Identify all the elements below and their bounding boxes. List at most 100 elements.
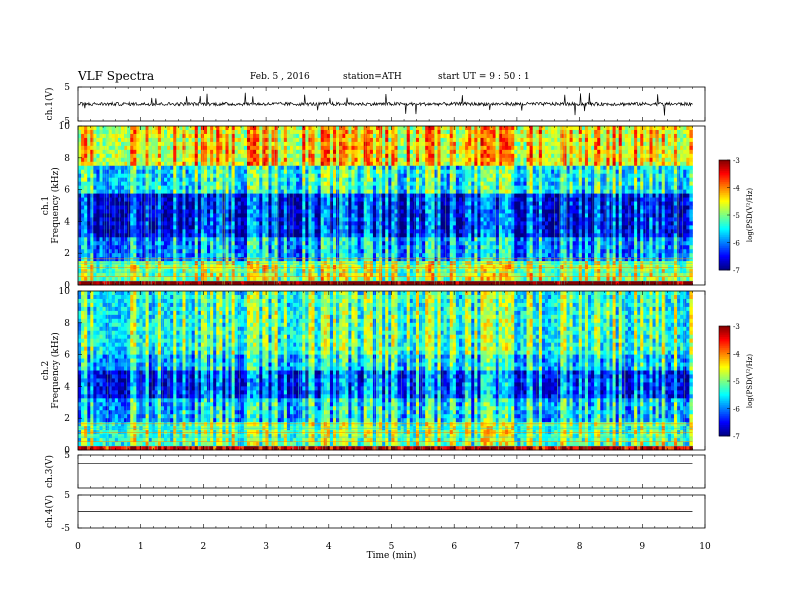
- spectrogram-cell: [167, 245, 171, 250]
- spectrogram-cell: [179, 269, 183, 274]
- spectrogram-cell: [179, 149, 183, 155]
- spectrogram-cell: [151, 165, 156, 171]
- spectrogram-cell: [207, 137, 211, 143]
- spectrogram-cell: [139, 149, 143, 155]
- spectrogram-cell: [142, 209, 146, 214]
- spectrogram-cell: [237, 193, 242, 198]
- spectrogram-cell: [452, 217, 457, 222]
- spectrogram-cell: [121, 245, 125, 250]
- spectrogram-cell: [283, 145, 288, 151]
- spectrogram-cell: [111, 197, 116, 202]
- spectrogram-cell: [154, 145, 159, 151]
- spectrogram-cell: [90, 129, 94, 135]
- spectrogram-cell: [357, 193, 362, 198]
- spectrogram-cell: [428, 133, 432, 139]
- spectrogram-cell: [87, 221, 91, 226]
- spectrogram-cell: [108, 181, 113, 187]
- spectrogram-cell: [228, 149, 233, 155]
- spectrogram-cell: [385, 209, 389, 214]
- spectrogram-cell: [96, 273, 100, 278]
- spectrogram-cell: [179, 185, 183, 191]
- spectrogram-cell: [81, 169, 85, 175]
- spectrogram-cell: [185, 229, 189, 234]
- spectrogram-cell: [391, 185, 395, 191]
- spectrogram-cell: [185, 177, 189, 183]
- spectrogram-cell: [157, 137, 162, 143]
- spectrogram-cell: [277, 281, 282, 286]
- spectrogram-cell: [133, 161, 137, 167]
- spectrogram-cell: [231, 177, 236, 183]
- spectrogram-cell: [170, 269, 174, 274]
- spectrogram-cell: [250, 245, 254, 250]
- spectrogram-cell: [78, 161, 82, 167]
- spectrogram-cell: [280, 249, 285, 254]
- spectrogram-cell: [194, 129, 199, 135]
- spectrogram-cell: [333, 161, 337, 167]
- spectrogram-cell: [342, 253, 346, 258]
- spectrogram-cell: [382, 157, 386, 163]
- spectrogram-cell: [96, 205, 100, 210]
- spectrogram-cell: [289, 161, 294, 167]
- spectrogram-cell: [280, 201, 285, 206]
- spectrogram-cell: [84, 281, 88, 286]
- spectrogram-cell: [351, 181, 355, 187]
- spectrogram-cell: [216, 241, 220, 246]
- spectrogram-cell: [400, 237, 405, 242]
- spectrogram-cell: [148, 165, 153, 171]
- spectrogram-cell: [262, 129, 266, 135]
- spectrogram-cell: [431, 181, 435, 187]
- spectrogram-cell: [329, 169, 334, 175]
- spectrogram-cell: [170, 137, 174, 143]
- spectrogram-cell: [302, 197, 306, 202]
- spectrogram-cell: [366, 129, 371, 135]
- spectrogram-cell: [225, 141, 229, 147]
- spectrogram-cell: [342, 245, 346, 250]
- spectrogram-cell: [148, 277, 153, 282]
- spectrogram-cell: [369, 281, 374, 286]
- spectrogram-cell: [142, 181, 146, 187]
- spectrogram-cell: [283, 237, 288, 242]
- spectrogram-cell: [422, 129, 426, 135]
- spectrogram-cell: [419, 161, 423, 167]
- spectrogram-cell: [210, 189, 214, 194]
- spectrogram-cell: [157, 133, 162, 139]
- spectrogram-cell: [406, 205, 411, 210]
- spectrogram-cell: [314, 177, 319, 183]
- spectrogram-cell: [391, 225, 395, 230]
- spectrogram-cell: [440, 229, 444, 234]
- spectrogram-cell: [148, 233, 153, 238]
- spectrogram-cell: [259, 193, 263, 198]
- spectrogram-cell: [250, 213, 254, 218]
- spectrogram-cell: [329, 281, 334, 286]
- spectrogram-cell: [121, 229, 125, 234]
- spectrogram-cell: [173, 241, 177, 246]
- spectrogram-cell: [105, 221, 110, 226]
- spectrogram-cell: [400, 193, 405, 198]
- spectrogram-cell: [437, 225, 441, 230]
- spectrogram-cell: [403, 249, 408, 254]
- spectrogram-cell: [136, 137, 140, 143]
- spectrogram-cell: [142, 277, 146, 282]
- spectrogram-cell: [179, 189, 183, 194]
- spectrogram-cell: [84, 133, 88, 139]
- spectrogram-cell: [145, 141, 150, 147]
- spectrogram-cell: [360, 277, 365, 282]
- spectrogram-cell: [160, 169, 165, 175]
- spectrogram-cell: [428, 157, 432, 163]
- spectrogram-cell: [376, 269, 380, 274]
- spectrogram-cell: [406, 169, 411, 175]
- spectrogram-cell: [197, 245, 202, 250]
- spectrogram-cell: [108, 273, 113, 278]
- spectrogram-cell: [397, 197, 401, 202]
- spectrogram-cell: [256, 249, 260, 254]
- spectrogram-cell: [96, 277, 100, 282]
- spectrogram-cell: [203, 217, 208, 222]
- spectrogram-cell: [452, 126, 457, 131]
- spectrogram-cell: [296, 265, 300, 270]
- spectrogram-cell: [277, 185, 282, 191]
- spectrogram-cell: [369, 205, 374, 210]
- spectrogram-cell: [151, 233, 156, 238]
- spectrogram-cell: [139, 245, 143, 250]
- spectrogram-cell: [108, 277, 113, 282]
- spectrogram-cell: [167, 269, 171, 274]
